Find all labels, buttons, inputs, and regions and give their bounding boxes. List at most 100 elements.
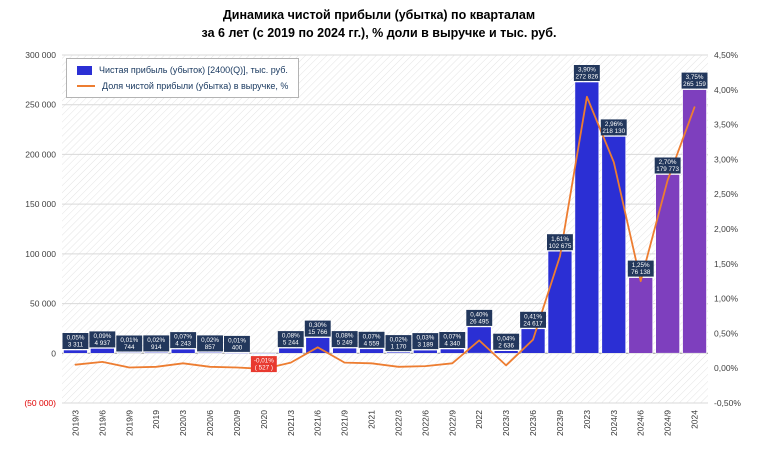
bar-label-value: 4 243	[175, 341, 191, 348]
bar-label-value: 15 766	[308, 329, 328, 336]
bar-label-pct: -0,01%	[254, 358, 274, 365]
left-axis-tick-label: 50 000	[30, 299, 56, 309]
x-axis-label: 2019	[151, 410, 161, 429]
bar-label: 0,41%24 617	[520, 311, 546, 328]
bar-label-box	[627, 260, 654, 277]
bar-label-box	[277, 331, 304, 348]
bar-label-box	[304, 320, 331, 337]
bar	[520, 328, 546, 354]
bar	[90, 348, 115, 354]
x-axis-label: 2019/9	[124, 410, 134, 436]
bar-label-box	[250, 356, 277, 373]
bar-label: 0,03%3 189	[412, 333, 439, 350]
bar-label-pct: 1,25%	[632, 262, 650, 269]
bar-label-box	[143, 335, 170, 352]
bar-label-value: 26 495	[470, 319, 490, 326]
bar-label-value: 4 340	[444, 341, 460, 348]
bar	[170, 348, 196, 354]
x-axis-label: 2023/6	[528, 410, 538, 436]
bar-label-pct: 3,75%	[686, 74, 704, 81]
bar-label-box	[493, 333, 520, 350]
bar-label: 0,30%15 766	[304, 320, 331, 337]
bar-label: 0,02%1 170	[385, 335, 412, 352]
bar-label: 0,07%4 340	[439, 332, 466, 348]
legend: Чистая прибыль (убыток) [2400(Q)], тыс. …	[66, 58, 300, 98]
x-axis-label: 2021/6	[313, 410, 323, 436]
bar	[493, 350, 519, 354]
bar-label-box	[224, 335, 250, 352]
line-series-swatch-icon	[77, 85, 95, 87]
bar-label: 0,07%4 559	[358, 331, 385, 348]
x-axis-label: 2020	[259, 410, 269, 429]
bar-label-pct: 0,07%	[174, 334, 192, 341]
x-axis-label: 2020/6	[205, 410, 215, 436]
left-axis-tick-label: 150 000	[25, 199, 56, 209]
bar-label: 1,25%76 138	[627, 260, 654, 277]
bar	[305, 337, 330, 354]
chart-title-line1: Динамика чистой прибыли (убытка) по квар…	[222, 8, 536, 22]
right-axis-tick-label: 3,00%	[714, 154, 739, 164]
bar-label-pct: 0,09%	[93, 333, 111, 340]
bar-label-pct: 0,08%	[282, 333, 300, 340]
bar-label-value: 744	[124, 344, 135, 351]
bar-label-value: 5 249	[337, 340, 353, 347]
bar-label-value: 218 130	[602, 128, 625, 135]
bar-label-box	[466, 309, 493, 326]
x-axis-label: 2021	[367, 410, 377, 429]
bar-label-pct: 0,30%	[309, 322, 327, 329]
bar-label-value: 3 189	[418, 342, 434, 349]
chart-title-line2: за 6 лет (с 2019 по 2024 гг.), % доли в …	[201, 25, 557, 40]
bar-label: 0,05%3 311	[62, 333, 89, 349]
bar-label-value: 4 559	[364, 340, 380, 347]
legend-label-net-profit: Чистая прибыль (убыток) [2400(Q)], тыс. …	[99, 65, 288, 75]
x-axis-label: 2022/3	[394, 410, 404, 436]
gridlines	[62, 54, 708, 404]
bar-label: 3,90%272 826	[573, 65, 600, 81]
x-axis-label: 2023/3	[501, 410, 511, 436]
bar-label: -0,01%( 527 )	[250, 356, 277, 373]
bar	[251, 352, 277, 355]
bar-label: 1,61%102 675	[547, 234, 573, 251]
bar	[332, 347, 357, 354]
bar-label: 0,01%744	[116, 335, 143, 352]
bar-label-value: 4 937	[95, 340, 111, 347]
left-axis-tick-label: (50 000)	[24, 398, 56, 408]
bar-label: 0,04%2 636	[493, 333, 520, 350]
bar	[63, 349, 88, 354]
bar	[601, 136, 626, 354]
bar-label: 0,08%5 244	[277, 331, 304, 348]
bar-label-box	[573, 65, 600, 81]
bar-label-pct: 0,41%	[524, 313, 542, 320]
left-axis-tick-label: 0	[51, 348, 56, 358]
x-axis-label: 2021/9	[340, 410, 350, 436]
bar-label-box	[412, 333, 439, 350]
left-axis-tick-label: 250 000	[25, 100, 56, 110]
bar-label-value: 265 159	[683, 81, 706, 88]
left-axis-tick-label: 200 000	[25, 149, 56, 159]
left-axis-tick-label: 300 000	[25, 50, 56, 60]
bar-label-pct: 0,01%	[120, 337, 138, 344]
bar-label-pct: 0,07%	[443, 334, 461, 341]
bar-label-value: 400	[232, 345, 243, 352]
bar-label: 0,01%400	[224, 335, 250, 352]
legend-item-margin: Доля чистой прибыли (убытка) в выручке, …	[77, 81, 288, 91]
x-axis-label: 2022/6	[420, 410, 430, 436]
x-axis-label: 2020/3	[178, 410, 188, 436]
bar-label: 2,70%179 773	[654, 157, 681, 174]
bar-label-pct: 0,02%	[147, 337, 165, 344]
right-axis-tick-label: 3,50%	[714, 120, 739, 130]
x-axis-label: 2019/6	[97, 410, 107, 436]
right-axis-tick-label: 2,00%	[714, 224, 739, 234]
x-axis-label: 2024/3	[609, 410, 619, 436]
right-axis-tick-label: 4,50%	[714, 50, 739, 60]
bar-label: 3,75%265 159	[681, 72, 708, 89]
right-axis-tick-label: 1,00%	[714, 294, 739, 304]
bar-label-value: 914	[151, 344, 162, 351]
x-axis-label: 2024/6	[636, 410, 646, 436]
bar	[144, 352, 169, 354]
bar-label: 0,07%4 243	[170, 332, 197, 349]
bar-label-pct: 0,40%	[470, 312, 488, 319]
bar-label-value: 102 675	[549, 243, 572, 250]
